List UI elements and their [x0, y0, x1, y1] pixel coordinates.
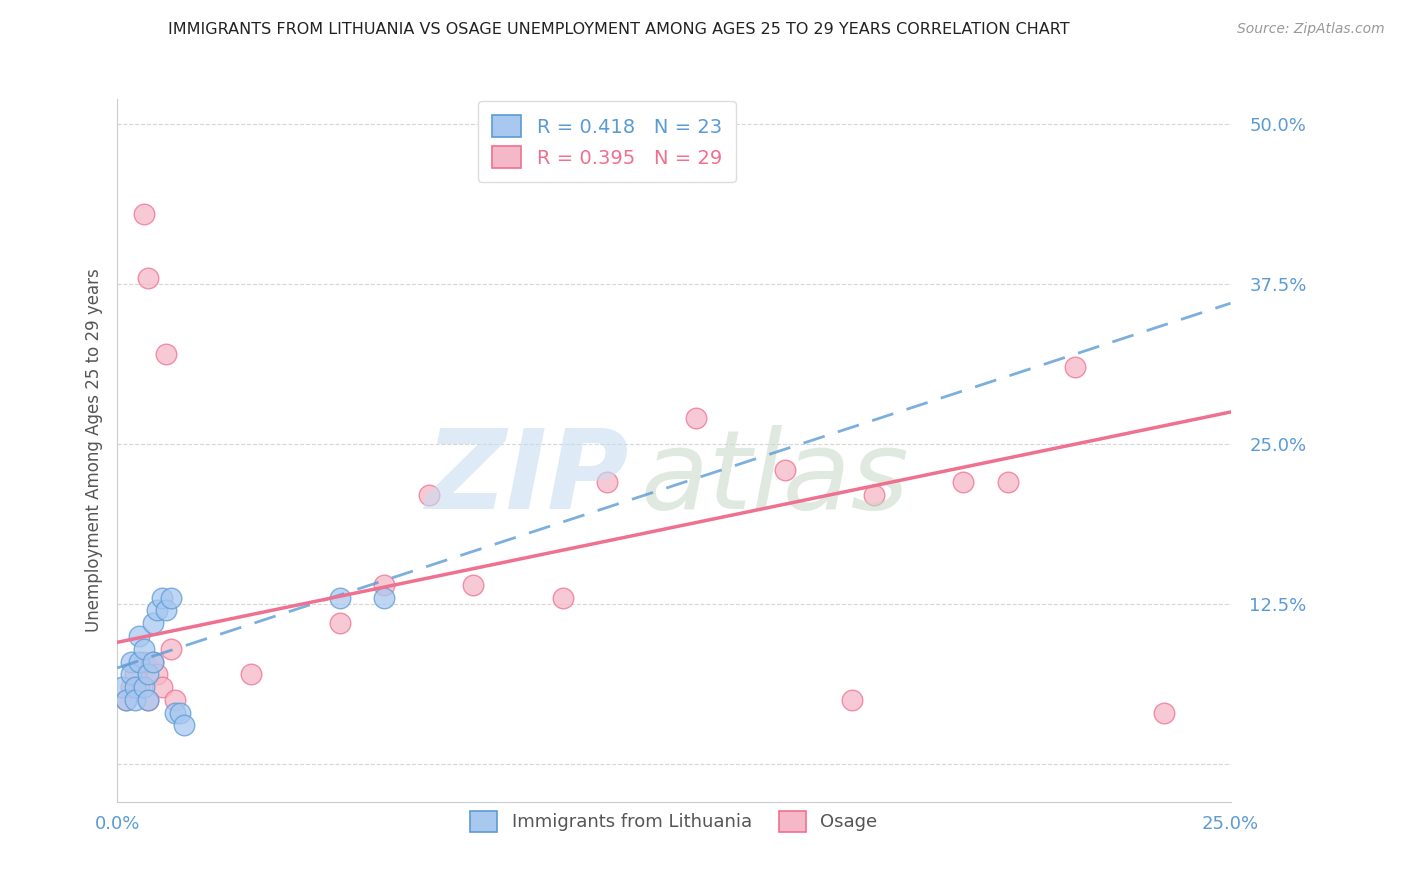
Point: [128, 655, 150, 669]
Point: [142, 655, 165, 669]
Point: [111, 680, 134, 694]
Y-axis label: Unemployment Among Ages 25 to 29 years: Unemployment Among Ages 25 to 29 years: [86, 268, 103, 632]
Point: [155, 347, 177, 361]
Point: [128, 680, 150, 694]
Point: [596, 475, 619, 490]
Point: [120, 655, 142, 669]
Point: [124, 680, 146, 694]
Point: [146, 603, 169, 617]
Point: [128, 629, 150, 643]
Point: [138, 270, 160, 285]
Point: [132, 655, 155, 669]
Point: [1063, 360, 1085, 375]
Point: [138, 667, 160, 681]
Point: [952, 475, 974, 490]
Point: [124, 667, 146, 681]
Point: [773, 462, 796, 476]
Point: [120, 680, 142, 694]
Text: Source: ZipAtlas.com: Source: ZipAtlas.com: [1237, 22, 1385, 37]
Point: [159, 591, 181, 605]
Point: [150, 591, 173, 605]
Point: [120, 667, 142, 681]
Point: [146, 667, 169, 681]
Point: [132, 207, 155, 221]
Point: [329, 591, 352, 605]
Point: [159, 641, 181, 656]
Point: [150, 680, 173, 694]
Text: ZIP: ZIP: [426, 425, 630, 532]
Point: [373, 578, 395, 592]
Point: [124, 693, 146, 707]
Point: [115, 693, 138, 707]
Point: [685, 411, 707, 425]
Text: IMMIGRANTS FROM LITHUANIA VS OSAGE UNEMPLOYMENT AMONG AGES 25 TO 29 YEARS CORREL: IMMIGRANTS FROM LITHUANIA VS OSAGE UNEMP…: [167, 22, 1070, 37]
Point: [138, 693, 160, 707]
Legend: Immigrants from Lithuania, Osage: Immigrants from Lithuania, Osage: [460, 800, 889, 843]
Point: [142, 616, 165, 631]
Point: [463, 578, 485, 592]
Point: [863, 488, 886, 502]
Point: [173, 718, 195, 732]
Point: [165, 693, 187, 707]
Point: [132, 641, 155, 656]
Point: [997, 475, 1019, 490]
Point: [138, 693, 160, 707]
Point: [1153, 706, 1175, 720]
Point: [169, 706, 191, 720]
Point: [239, 667, 262, 681]
Point: [841, 693, 863, 707]
Point: [329, 616, 352, 631]
Point: [418, 488, 440, 502]
Point: [132, 680, 155, 694]
Text: atlas: atlas: [641, 425, 910, 532]
Point: [165, 706, 187, 720]
Point: [551, 591, 574, 605]
Point: [373, 591, 395, 605]
Point: [155, 603, 177, 617]
Point: [142, 655, 165, 669]
Point: [115, 693, 138, 707]
